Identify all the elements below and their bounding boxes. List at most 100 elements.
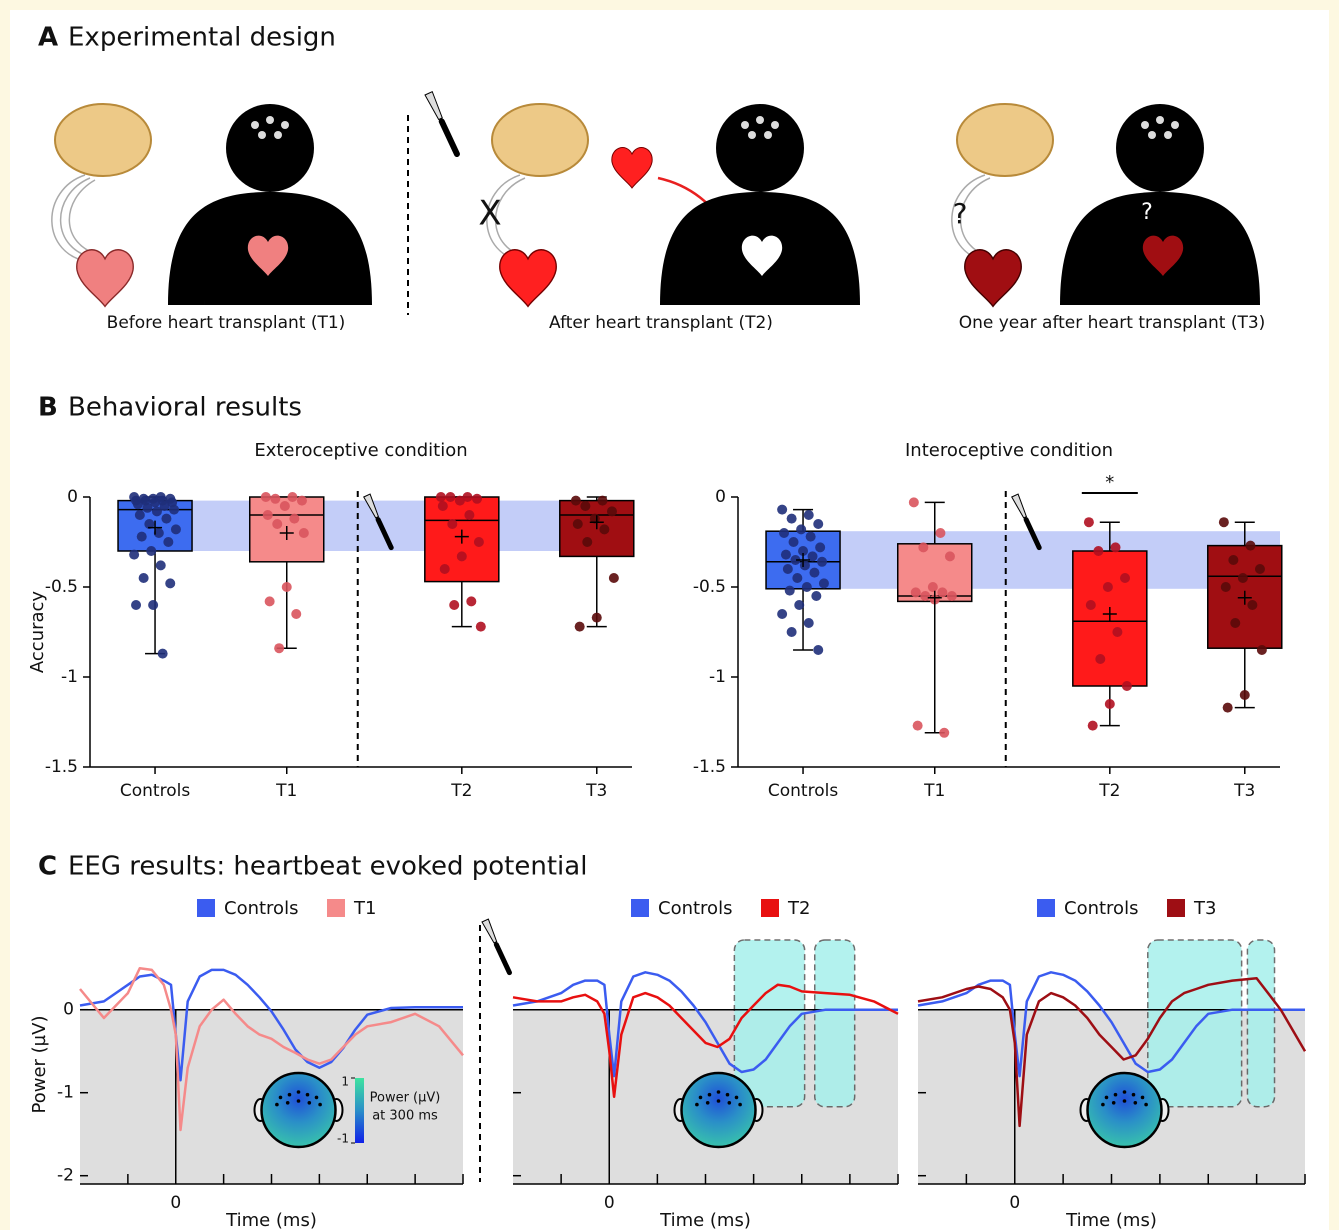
y-tick-label: -2 [57, 1166, 74, 1186]
data-point [466, 596, 477, 607]
data-point [454, 495, 465, 506]
legend-label: Controls [658, 898, 732, 919]
data-point [811, 591, 822, 601]
data-point [779, 528, 790, 538]
data-point [298, 528, 309, 538]
analysis-window [1246, 939, 1276, 1108]
data-point [606, 506, 617, 517]
data-point [161, 513, 172, 524]
data-point [270, 493, 281, 504]
data-point [279, 501, 290, 511]
y-tick-label: 0 [67, 487, 78, 507]
legend-label: Controls [224, 898, 298, 919]
data-point [136, 531, 147, 542]
x-tick-label: T1 [923, 781, 945, 801]
legend-swatch [327, 899, 345, 917]
data-point [790, 555, 801, 565]
design-caption: One year after heart transplant (T3) [959, 313, 1266, 333]
design-mark: X [478, 194, 501, 234]
y-tick-label: -0.5 [45, 577, 78, 597]
data-point [815, 542, 826, 553]
panel-letter: B [38, 393, 58, 423]
legend-label: T3 [1193, 898, 1216, 919]
data-point [1230, 618, 1241, 628]
data-point [813, 645, 824, 655]
data-point [798, 546, 809, 556]
design-scene [951, 103, 1260, 308]
data-point [1095, 654, 1106, 664]
data-point [910, 587, 921, 598]
data-point [138, 573, 149, 583]
chart-title: Exteroceptive condition [254, 440, 467, 461]
series-line [512, 971, 898, 1078]
scalpel [424, 90, 460, 158]
data-point [163, 537, 174, 547]
scalpel [1011, 493, 1042, 551]
eeg-cap [251, 116, 1179, 139]
data-point [803, 510, 814, 520]
y-axis-label: Power (µV) [29, 1016, 50, 1114]
brain [956, 103, 1054, 177]
data-point [1085, 600, 1096, 610]
data-point [151, 506, 162, 517]
x-tick-label: T3 [1233, 781, 1255, 801]
data-point [939, 727, 950, 738]
data-point [927, 582, 938, 592]
data-point [1087, 720, 1098, 731]
design-scene [51, 103, 372, 308]
panel-title: Experimental design [68, 23, 336, 53]
topography-head [253, 1071, 344, 1149]
data-point [1104, 699, 1115, 709]
data-point [912, 720, 923, 731]
data-point [132, 499, 143, 510]
data-point [1102, 582, 1113, 592]
data-point [777, 504, 788, 515]
panel-letter: A [38, 23, 58, 53]
data-point [817, 556, 828, 567]
data-point [445, 492, 456, 502]
data-point [1247, 600, 1258, 610]
x-axis-label: Time (ms) [659, 1210, 751, 1230]
x-tick-label: 0 [170, 1193, 181, 1213]
data-point [1120, 573, 1131, 583]
data-point [570, 495, 581, 506]
x-tick-label: Controls [768, 781, 838, 801]
y-tick-label: -1 [709, 667, 726, 687]
chart-title: Interoceptive condition [905, 440, 1113, 461]
data-point [1237, 573, 1248, 583]
person-head [226, 104, 314, 192]
data-point [591, 612, 602, 623]
data-point [807, 551, 818, 562]
data-point [782, 564, 793, 574]
data-point [1220, 582, 1231, 592]
x-tick-label: T2 [1098, 781, 1120, 801]
x-tick-label: 0 [604, 1193, 615, 1213]
series-line [917, 971, 1305, 1078]
x-tick-label: 0 [1009, 1193, 1020, 1213]
x-tick-label: T3 [585, 781, 607, 801]
data-point [1110, 542, 1121, 553]
y-tick-label: -1 [61, 667, 78, 687]
panel-title: EEG results: heartbeat evoked potential [68, 852, 587, 882]
mean-marker [279, 526, 294, 540]
data-point [153, 528, 164, 538]
y-tick-label: 0 [715, 487, 726, 507]
data-point [813, 519, 824, 529]
box [765, 530, 841, 590]
data-point [165, 578, 176, 589]
design-caption: Before heart transplant (T1) [107, 313, 346, 333]
data-point [281, 582, 292, 592]
data-point [582, 537, 593, 547]
reference-band [766, 531, 1280, 589]
data-point [287, 492, 298, 502]
legend-label: T1 [353, 898, 376, 919]
data-point [289, 513, 300, 524]
data-point [435, 492, 446, 502]
data-point [146, 546, 157, 556]
data-point [169, 504, 180, 515]
data-point [1228, 555, 1239, 565]
colorbar-label: 1 [341, 1075, 349, 1089]
data-point [1093, 546, 1104, 556]
data-point [803, 618, 814, 628]
